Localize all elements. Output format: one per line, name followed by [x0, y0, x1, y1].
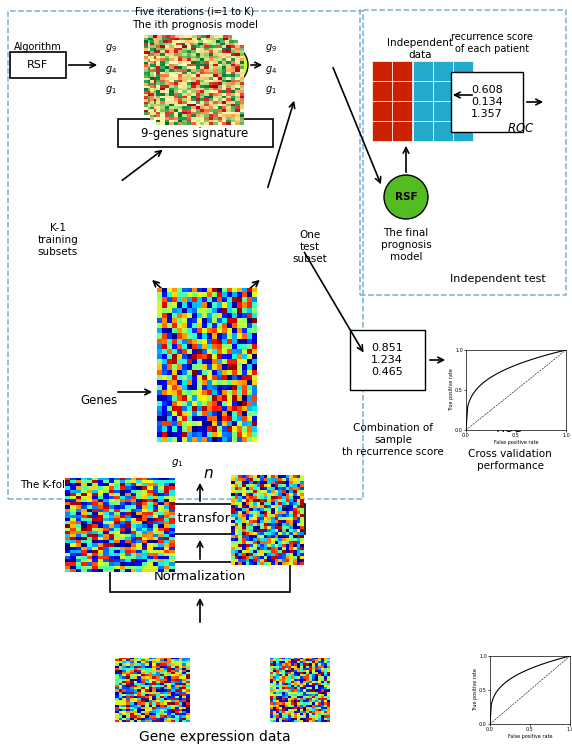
Bar	[413, 121, 433, 141]
Bar	[433, 61, 453, 81]
Text: Independent
data: Independent data	[387, 39, 453, 60]
Bar	[451, 72, 523, 132]
Bar	[453, 121, 473, 141]
Text: The ith prognosis model: The ith prognosis model	[132, 20, 258, 30]
Bar	[117, 119, 272, 147]
Bar	[413, 101, 433, 121]
Bar	[392, 61, 412, 81]
Text: The K-fold cross validation: The K-fold cross validation	[20, 480, 157, 490]
Bar	[372, 81, 392, 101]
Text: $\mathbf{\mathit{n}}$: $\mathbf{\mathit{n}}$	[202, 466, 213, 480]
Text: Genes: Genes	[80, 393, 117, 406]
Text: The final
prognosis
model: The final prognosis model	[380, 229, 431, 261]
Text: Five iterations (i=1 to K): Five iterations (i=1 to K)	[136, 7, 255, 17]
Text: $g_1$: $g_1$	[265, 84, 277, 96]
Text: 9-genes signature: 9-genes signature	[141, 127, 249, 140]
Text: recurrence score
of each patient: recurrence score of each patient	[451, 32, 533, 54]
Bar	[372, 61, 392, 81]
Text: Normalization: Normalization	[154, 571, 246, 584]
Text: $g_i$: $g_i$	[172, 386, 182, 398]
Text: Cross validation
performance: Cross validation performance	[468, 449, 552, 471]
Text: RSF: RSF	[395, 192, 418, 202]
Text: One
test
subset: One test subset	[293, 230, 327, 263]
Bar	[372, 101, 392, 121]
Text: $g_k$: $g_k$	[170, 314, 184, 326]
Bar	[110, 562, 290, 592]
Bar	[8, 11, 363, 499]
Bar	[95, 504, 305, 534]
Bar	[453, 61, 473, 81]
X-axis label: False positive rate: False positive rate	[508, 734, 552, 738]
Bar	[372, 121, 392, 141]
Text: $g_1$: $g_1$	[170, 457, 183, 469]
Text: Gene expression data: Gene expression data	[139, 730, 291, 744]
Bar	[433, 81, 453, 101]
Text: RSF: RSF	[217, 60, 239, 70]
Bar	[392, 101, 412, 121]
Text: $\mathit{ROC}$: $\mathit{ROC}$	[507, 122, 535, 134]
Text: $\mathit{ROC}$: $\mathit{ROC}$	[496, 423, 524, 436]
Text: 0.608
0.134
1.357: 0.608 0.134 1.357	[471, 85, 503, 119]
Text: $g_9$: $g_9$	[265, 42, 277, 54]
Bar	[10, 52, 66, 78]
Ellipse shape	[384, 175, 428, 219]
Text: $g_4$: $g_4$	[265, 64, 277, 76]
X-axis label: False positive rate: False positive rate	[494, 439, 538, 445]
Bar	[392, 81, 412, 101]
Text: $g_1$: $g_1$	[105, 84, 117, 96]
Text: 0.851
1.234
0.465: 0.851 1.234 0.465	[371, 344, 403, 377]
Bar	[413, 61, 433, 81]
Bar	[433, 101, 453, 121]
Text: Z score transformation: Z score transformation	[124, 513, 276, 525]
Text: Independent test: Independent test	[450, 274, 546, 284]
Bar	[360, 10, 566, 295]
Text: $g_4$: $g_4$	[105, 64, 117, 76]
Text: Algorithm: Algorithm	[14, 42, 62, 52]
Text: Combination of
sample
th recurrence score: Combination of sample th recurrence scor…	[342, 424, 444, 457]
Bar	[349, 330, 424, 390]
Y-axis label: True positive rate: True positive rate	[448, 368, 454, 411]
Ellipse shape	[208, 45, 248, 85]
Bar	[453, 101, 473, 121]
Text: $g_9$: $g_9$	[105, 42, 117, 54]
Bar	[392, 121, 412, 141]
Bar	[413, 81, 433, 101]
Text: RSF: RSF	[27, 60, 49, 70]
Bar	[433, 121, 453, 141]
Text: K-1
training
subsets: K-1 training subsets	[38, 223, 78, 257]
Y-axis label: True positive rate: True positive rate	[472, 669, 478, 711]
Bar	[453, 81, 473, 101]
